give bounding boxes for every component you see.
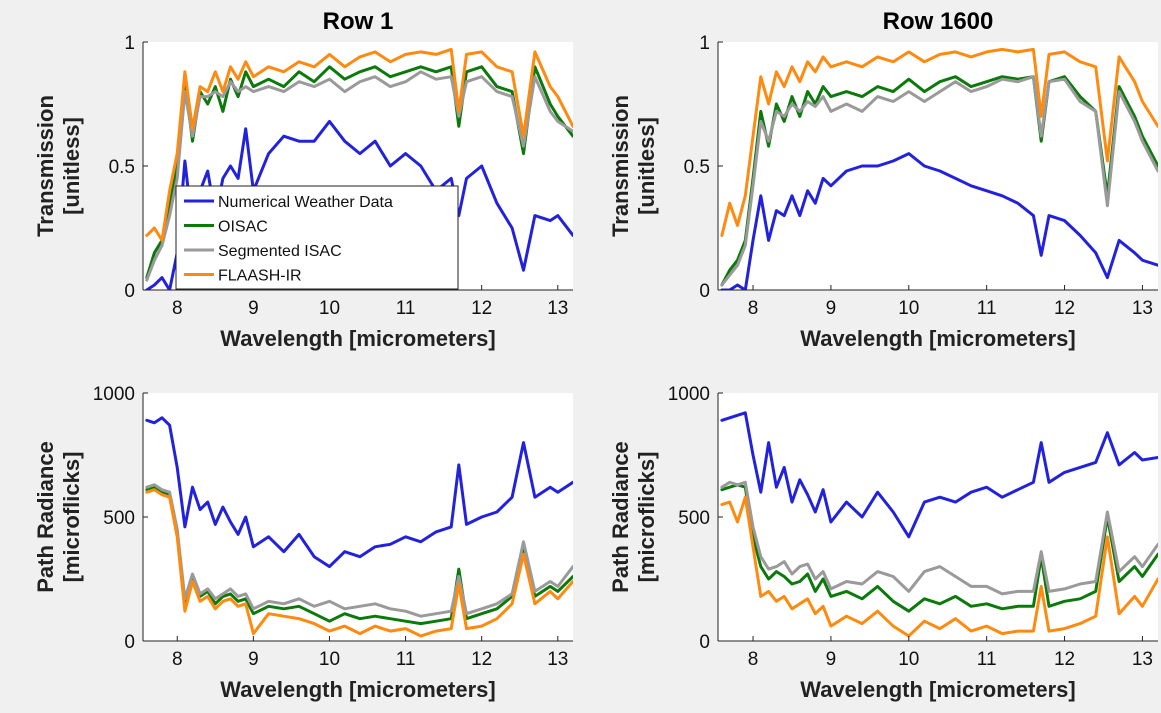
series-line-flaash-ir [720, 495, 1158, 638]
x-tick-label: 13 [1132, 298, 1153, 319]
series-line-numerical-weather-data [145, 416, 573, 569]
x-tick-label: 11 [396, 298, 416, 319]
x-tick-label: 8 [748, 298, 759, 319]
series-line-numerical-weather-data [720, 152, 1158, 290]
series-line-oisac [720, 483, 1158, 613]
x-tick-label: 10 [898, 298, 919, 319]
x-tick-label: 8 [172, 649, 183, 670]
y-axis-label: Path Radiance [608, 441, 633, 593]
y-axis-label: [unitless] [634, 117, 659, 215]
chart-panel-1: 8 9 10 11 12 13 0 0.5 1 Row 1 Wavelength [micromet… [33, 8, 573, 351]
plot-area [718, 393, 1158, 641]
series-group [720, 47, 1158, 290]
x-tick-label: 13 [547, 649, 568, 670]
x-axis-label: Wavelength [micrometers] [220, 677, 495, 702]
legend: Numerical Weather Data OISAC Segmented ISA… [175, 185, 459, 290]
y-axis-label: [microflicks] [59, 452, 84, 583]
series-line-flaash-ir [145, 488, 573, 638]
legend-label: OISAC [218, 219, 268, 236]
plot-area [143, 393, 573, 641]
legend-label: Segmented ISAC [218, 243, 342, 260]
y-tick-label: 1 [699, 33, 710, 54]
y-axis-label: Path Radiance [33, 441, 58, 593]
x-tick-label: 11 [977, 298, 997, 319]
legend-label: Numerical Weather Data [218, 194, 393, 211]
y-axis-label: [unitless] [59, 117, 84, 215]
x-axis-label: Wavelength [micrometers] [220, 326, 495, 351]
x-tick-label: 13 [547, 298, 568, 319]
chart-panel-3: 8 9 10 11 12 13 0 500 1000 Wavelength [micrometer… [33, 384, 573, 702]
y-tick-label: 0 [699, 281, 710, 302]
x-tick-label: 11 [977, 649, 997, 670]
plot-area [718, 42, 1158, 290]
legend-label: FLAASH-IR [218, 268, 302, 285]
x-tick-label: 8 [172, 298, 183, 319]
x-tick-label: 9 [248, 298, 259, 319]
chart-panel-2: 8 9 10 11 12 13 0 0.5 1 Row 1600 Wavelength [micro… [608, 8, 1158, 351]
y-tick-label: 500 [103, 508, 135, 529]
y-tick-label: 0.5 [684, 157, 710, 178]
x-tick-label: 12 [471, 298, 492, 319]
y-tick-label: 0 [124, 281, 135, 302]
y-axis-label: Transmission [33, 95, 58, 237]
x-tick-label: 10 [319, 298, 340, 319]
x-tick-label: 9 [248, 649, 259, 670]
legend-box [175, 185, 459, 290]
x-tick-label: 9 [826, 649, 837, 670]
y-axis-label: Transmission [608, 95, 633, 237]
x-axis-label: Wavelength [micrometers] [800, 677, 1075, 702]
x-tick-label: 12 [1054, 298, 1075, 319]
x-tick-label: 11 [396, 649, 416, 670]
y-tick-label: 1 [124, 33, 135, 54]
series-line-segmented-isac [145, 483, 573, 618]
y-tick-label: 0 [124, 632, 135, 653]
x-axis-label: Wavelength [micrometers] [800, 326, 1075, 351]
x-tick-label: 12 [1054, 649, 1075, 670]
series-group [145, 416, 573, 638]
series-line-flaash-ir [145, 47, 573, 242]
series-line-segmented-isac [720, 75, 1158, 287]
y-axis-label: [microflicks] [634, 452, 659, 583]
chart-title: Row 1600 [883, 8, 994, 35]
y-tick-label: 500 [678, 508, 710, 529]
x-tick-label: 8 [748, 649, 759, 670]
x-tick-label: 10 [319, 649, 340, 670]
series-line-segmented-isac [720, 480, 1158, 596]
y-tick-label: 0.5 [109, 157, 135, 178]
y-tick-label: 0 [699, 632, 710, 653]
chart-panel-4: 8 9 10 11 12 13 0 500 1000 Wavelength [micrometer… [608, 384, 1158, 702]
series-line-numerical-weather-data [720, 411, 1158, 539]
x-tick-label: 13 [1132, 649, 1153, 670]
series-group [720, 411, 1158, 638]
y-tick-label: 1000 [93, 384, 135, 405]
x-tick-label: 9 [826, 298, 837, 319]
x-tick-label: 12 [471, 649, 492, 670]
y-tick-label: 1000 [668, 384, 710, 405]
chart-title: Row 1 [323, 8, 394, 35]
series-line-flaash-ir [720, 47, 1158, 237]
x-tick-label: 10 [898, 649, 919, 670]
